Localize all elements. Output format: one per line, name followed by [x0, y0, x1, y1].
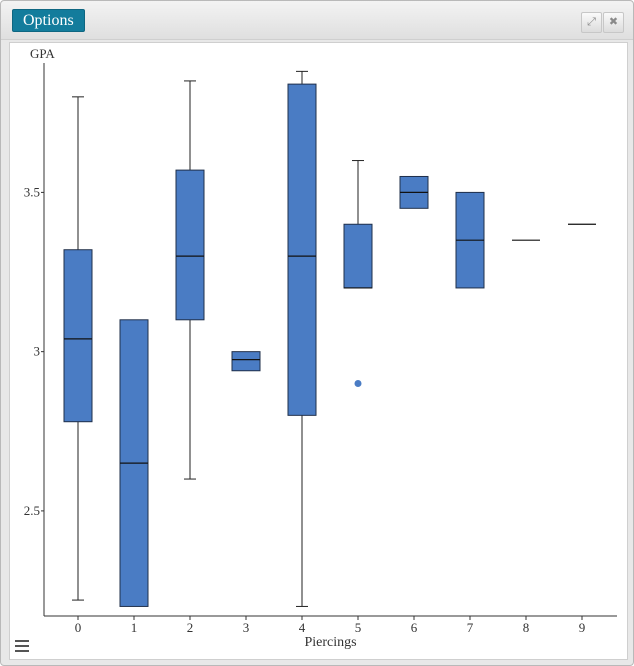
close-icon[interactable]: ✖ [603, 12, 624, 33]
x-tick-label: 3 [243, 620, 250, 635]
box-4 [287, 83, 317, 416]
y-tick-label: 3 [34, 344, 41, 359]
options-button[interactable]: Options [12, 9, 85, 32]
x-axis-label: Piercings [304, 635, 356, 650]
x-tick-label: 0 [75, 620, 82, 635]
maximize-icon[interactable]: ⤢ [581, 12, 602, 33]
x-tick-label: 7 [467, 620, 474, 635]
x-tick-label: 6 [411, 620, 418, 635]
y-tick-label: 3.5 [24, 184, 40, 199]
box-0 [63, 249, 93, 423]
box-2 [175, 169, 205, 321]
x-tick-label: 1 [131, 620, 138, 635]
hamburger-menu-icon[interactable] [15, 640, 29, 652]
box-5 [343, 223, 373, 289]
box-plot-chart: GPA 2.5 3 3.5 0 1 2 3 4 5 6 7 8 9 Piercings [24, 46, 617, 650]
x-tick-label: 2 [187, 620, 194, 635]
y-tick-label: 2.5 [24, 503, 40, 518]
x-tick-label: 9 [579, 620, 586, 635]
window-titlebar: Options ⤢ ✖ [1, 1, 633, 40]
x-tick-label: 4 [299, 620, 306, 635]
x-tick-label: 5 [355, 620, 362, 635]
outlier-point [354, 379, 362, 387]
plot-area: GPA 2.5 3 3.5 0 1 2 3 4 5 6 7 8 9 Piercings [9, 42, 628, 660]
box-3 [231, 351, 261, 372]
x-tick-label: 8 [523, 620, 530, 635]
y-axis-label: GPA [30, 46, 55, 61]
